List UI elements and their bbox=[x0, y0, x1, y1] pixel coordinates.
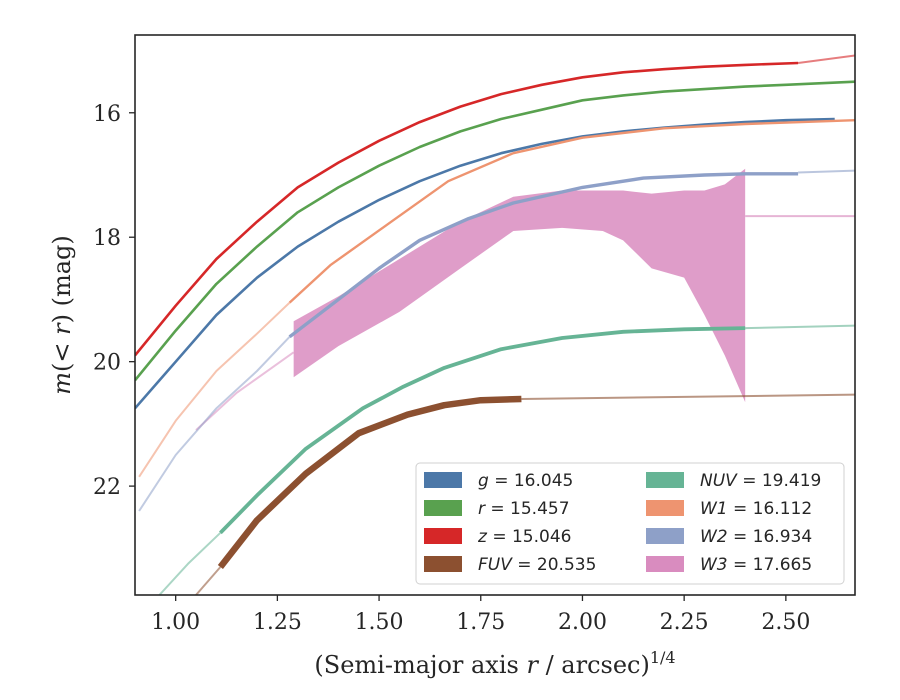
z-legend-label: z = 15.046 bbox=[477, 527, 571, 547]
w3-legend-label: W3 = 17.665 bbox=[700, 555, 812, 575]
r-legend-label: r = 15.457 bbox=[478, 499, 570, 519]
w3-faint-line bbox=[195, 351, 295, 431]
fuv-series-line bbox=[217, 395, 522, 570]
x-tick-label: 2.50 bbox=[761, 610, 810, 635]
r-series-line bbox=[135, 80, 855, 382]
z-legend-swatch bbox=[424, 528, 462, 544]
w2-extension-line bbox=[798, 169, 855, 174]
x-tick-label: 2.25 bbox=[660, 610, 709, 635]
nuv-extension-line bbox=[745, 324, 855, 330]
w1-series-line bbox=[288, 119, 855, 304]
z-series-line bbox=[135, 61, 799, 357]
w2-faint-line bbox=[138, 336, 291, 512]
w2-legend-label: W2 = 16.934 bbox=[700, 527, 812, 547]
series-group bbox=[135, 54, 855, 595]
fuv-faint-line bbox=[195, 566, 222, 595]
fuv-legend-label: FUV = 20.535 bbox=[478, 555, 596, 575]
y-tick-label: 20 bbox=[93, 351, 121, 376]
nuv-legend-label: NUV = 19.419 bbox=[700, 471, 821, 491]
w1-faint-line bbox=[138, 301, 291, 478]
w2-legend-swatch bbox=[646, 528, 684, 544]
y-axis-title: m(< r) (mag) bbox=[48, 235, 76, 395]
fuv-extension-line bbox=[521, 393, 855, 400]
g-legend-swatch bbox=[424, 472, 462, 488]
x-tick-label: 2.00 bbox=[558, 610, 607, 635]
legend: g = 16.045 r = 15.457 z = 15.046 FUV = 20.5… bbox=[415, 462, 845, 585]
plot-frame bbox=[134, 34, 856, 596]
g-legend-label: g = 16.045 bbox=[478, 471, 573, 491]
w1-legend-swatch bbox=[646, 500, 684, 516]
y-axis-ticks: 16 18 20 22 bbox=[93, 102, 135, 500]
x-tick-label: 1.75 bbox=[456, 610, 505, 635]
y-tick-label: 16 bbox=[93, 102, 121, 127]
x-axis-ticks: 1.00 1.25 1.50 1.75 2.00 2.25 2.50 bbox=[151, 595, 810, 635]
z-extension-line bbox=[797, 54, 855, 64]
g-series-line bbox=[135, 117, 835, 410]
x-axis-title: (Semi-major axis r / arcsec)1/4 bbox=[314, 648, 675, 679]
y-tick-label: 22 bbox=[93, 475, 121, 500]
fuv-legend-swatch bbox=[424, 556, 462, 572]
y-tick-label: 18 bbox=[93, 226, 121, 251]
legend-frame bbox=[415, 462, 845, 585]
nuv-faint-line bbox=[158, 532, 222, 595]
w3-band bbox=[293, 168, 746, 403]
r-legend-swatch bbox=[424, 500, 462, 516]
plot-marks bbox=[135, 54, 855, 595]
w3-legend-swatch bbox=[646, 556, 684, 572]
w1-legend-label: W1 = 16.112 bbox=[700, 499, 812, 519]
x-tick-label: 1.00 bbox=[151, 610, 200, 635]
nuv-series-line bbox=[219, 326, 746, 535]
w2-series-line bbox=[288, 172, 799, 339]
nuv-legend-swatch bbox=[646, 472, 684, 488]
x-tick-label: 1.50 bbox=[355, 610, 404, 635]
x-tick-label: 1.25 bbox=[253, 610, 302, 635]
